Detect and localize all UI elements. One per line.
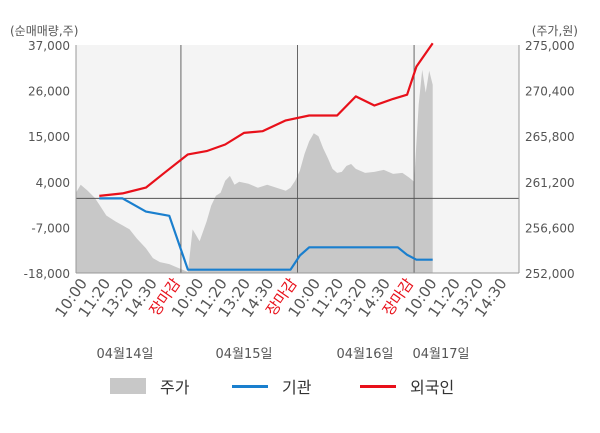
left-tick-label: 4,000 xyxy=(36,176,70,190)
left-tick-label: -18,000 xyxy=(24,267,70,281)
left-axis-unit: (순매매량,주) xyxy=(10,24,78,38)
chart-legend: 주가 기관 외국인 xyxy=(0,374,600,398)
legend-item-price: 주가 xyxy=(110,374,189,398)
series-line-institution xyxy=(99,197,433,271)
right-tick-label: 275,000 xyxy=(525,39,575,53)
legend-swatch-foreign xyxy=(360,384,396,388)
legend-item-foreign: 외국인 xyxy=(360,374,454,398)
left-tick-label: 15,000 xyxy=(28,130,70,144)
legend-swatch-institution xyxy=(232,384,268,388)
date-label: 04월15일 xyxy=(215,347,272,362)
date-label: 04월16일 xyxy=(336,347,393,362)
legend-item-institution: 기관 xyxy=(232,374,311,398)
left-tick-label: 26,000 xyxy=(28,85,70,99)
legend-label-price: 주가 xyxy=(160,378,190,397)
right-tick-label: 265,800 xyxy=(525,130,575,144)
right-tick-label: 270,400 xyxy=(525,85,575,99)
left-tick-label: 37,000 xyxy=(28,39,70,53)
right-tick-label: 261,200 xyxy=(525,176,575,190)
right-tick-label: 256,600 xyxy=(525,221,575,235)
right-tick-label: 252,000 xyxy=(525,267,575,281)
legend-swatch-price xyxy=(110,378,146,394)
date-label: 04월17일 xyxy=(412,347,469,362)
right-axis-unit: (주가,원) xyxy=(532,24,578,38)
date-label: 04월14일 xyxy=(96,347,153,362)
left-tick-label: -7,000 xyxy=(31,221,70,235)
series-line-foreign xyxy=(99,42,434,197)
legend-label-institution: 기관 xyxy=(282,378,312,397)
price-area xyxy=(76,69,433,273)
legend-label-foreign: 외국인 xyxy=(410,378,455,397)
